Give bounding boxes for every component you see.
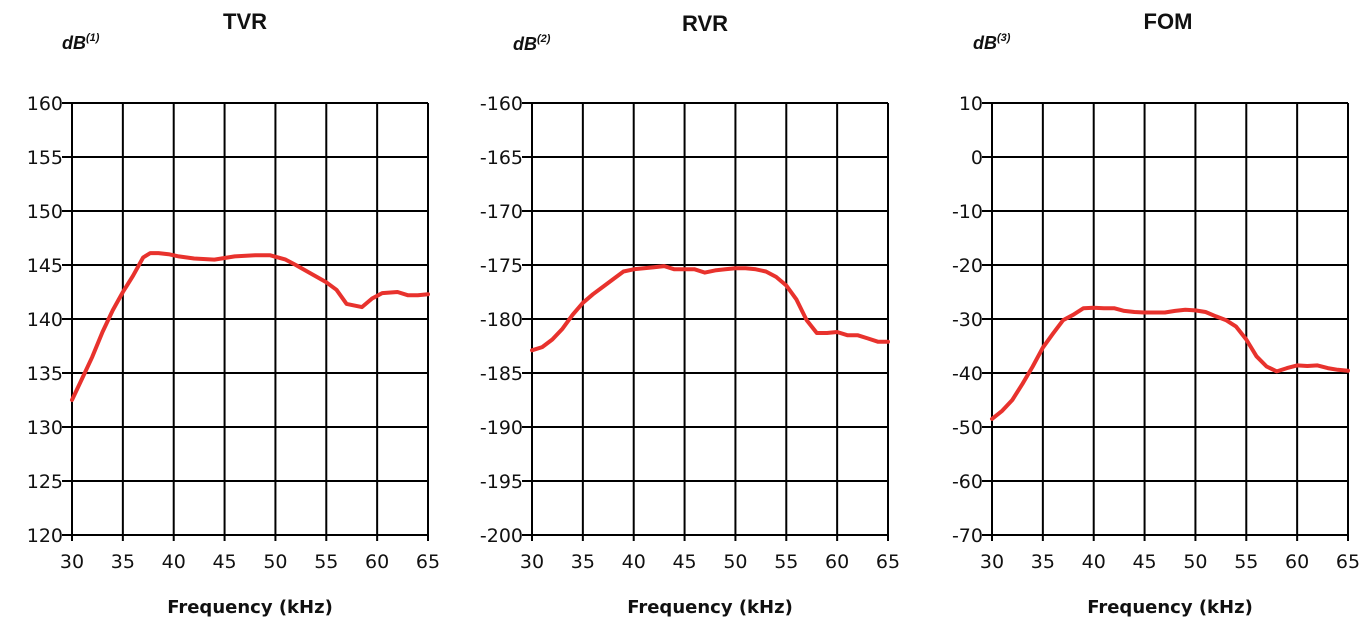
y-tick-label: -170 — [480, 201, 523, 223]
chart-title: RVR — [682, 11, 728, 36]
y-tick-label: 145 — [27, 255, 63, 277]
y-tick-label: -30 — [952, 309, 983, 331]
x-axis-title: Frequency (kHz) — [1087, 597, 1253, 618]
x-tick-label: 30 — [60, 551, 84, 573]
x-tick-label: 55 — [774, 551, 798, 573]
y-axis-unit: dB — [973, 33, 997, 53]
x-tick-label: 35 — [1031, 551, 1055, 573]
y-tick-label: 150 — [27, 201, 63, 223]
x-tick-label: 65 — [1336, 551, 1360, 573]
x-tick-label: 60 — [365, 551, 389, 573]
x-tick-label: 65 — [876, 551, 900, 573]
x-tick-label: 55 — [314, 551, 338, 573]
x-tick-label: 35 — [571, 551, 595, 573]
y-tick-label: 135 — [27, 363, 63, 385]
x-axis-title: Frequency (kHz) — [167, 597, 333, 618]
y-tick-label: 130 — [27, 417, 63, 439]
y-tick-label: -70 — [952, 525, 983, 547]
y-tick-label: -195 — [480, 471, 523, 493]
x-tick-label: 50 — [1183, 551, 1207, 573]
x-tick-label: 45 — [672, 551, 696, 573]
y-tick-label: -185 — [480, 363, 523, 385]
y-tick-label: -20 — [952, 255, 983, 277]
chart-fom: FOM dB(3) 10 0 -10 -20 -30 -40 -50 -60 -70 30 35 40 45… — [952, 9, 1360, 618]
y-tick-label: 0 — [971, 147, 983, 169]
y-axis-unit-label: dB(3) — [973, 32, 1011, 53]
x-tick-label: 50 — [723, 551, 747, 573]
y-tick-label: 155 — [27, 147, 63, 169]
y-axis-unit: dB — [62, 33, 86, 53]
y-axis-unit-label: dB(2) — [513, 33, 551, 54]
x-tick-label: 45 — [1132, 551, 1156, 573]
y-tick-label: -175 — [480, 255, 523, 277]
y-axis-unit-label: dB(1) — [62, 32, 100, 53]
x-tick-label: 65 — [416, 551, 440, 573]
y-tick-label: 125 — [27, 471, 63, 493]
chart-title: FOM — [1144, 9, 1193, 34]
x-tick-label: 60 — [1285, 551, 1309, 573]
y-tick-label: 140 — [27, 309, 63, 331]
y-tick-label: 160 — [27, 93, 63, 115]
chart-rvr: RVR dB(2) -160 -165 -170 -175 -180 -185 -190 -195… — [480, 11, 900, 618]
x-tick-label: 30 — [980, 551, 1004, 573]
x-tick-label: 60 — [825, 551, 849, 573]
x-tick-label: 30 — [520, 551, 544, 573]
series-line — [70, 251, 430, 402]
y-tick-label: -50 — [952, 417, 983, 439]
y-tick-label: 120 — [27, 525, 63, 547]
x-tick-label: 50 — [263, 551, 287, 573]
x-tick-label: 40 — [1082, 551, 1106, 573]
chart-tvr: TVR dB(1) 160 155 150 145 140 135 130 125 120 30 35 4… — [27, 9, 440, 618]
chart-title: TVR — [223, 9, 267, 34]
y-tick-label: -160 — [480, 93, 523, 115]
y-tick-label: -40 — [952, 363, 983, 385]
x-tick-label: 45 — [212, 551, 236, 573]
y-tick-label: -190 — [480, 417, 523, 439]
y-tick-label: -180 — [480, 309, 523, 331]
y-axis-unit-footnote: (1) — [86, 32, 100, 44]
y-tick-label: -165 — [480, 147, 523, 169]
y-axis-unit-footnote: (2) — [537, 33, 551, 45]
x-tick-label: 55 — [1234, 551, 1258, 573]
series-line — [530, 264, 890, 353]
y-tick-label: -200 — [480, 525, 523, 547]
y-tick-label: -10 — [952, 201, 983, 223]
y-tick-label: -60 — [952, 471, 983, 493]
y-axis-unit-footnote: (3) — [997, 32, 1011, 44]
y-axis-unit: dB — [513, 34, 537, 54]
y-tick-label: 10 — [959, 93, 983, 115]
x-tick-label: 40 — [162, 551, 186, 573]
x-tick-label: 35 — [111, 551, 135, 573]
x-tick-label: 40 — [622, 551, 646, 573]
x-axis-title: Frequency (kHz) — [627, 597, 793, 618]
series-line — [990, 305, 1350, 421]
